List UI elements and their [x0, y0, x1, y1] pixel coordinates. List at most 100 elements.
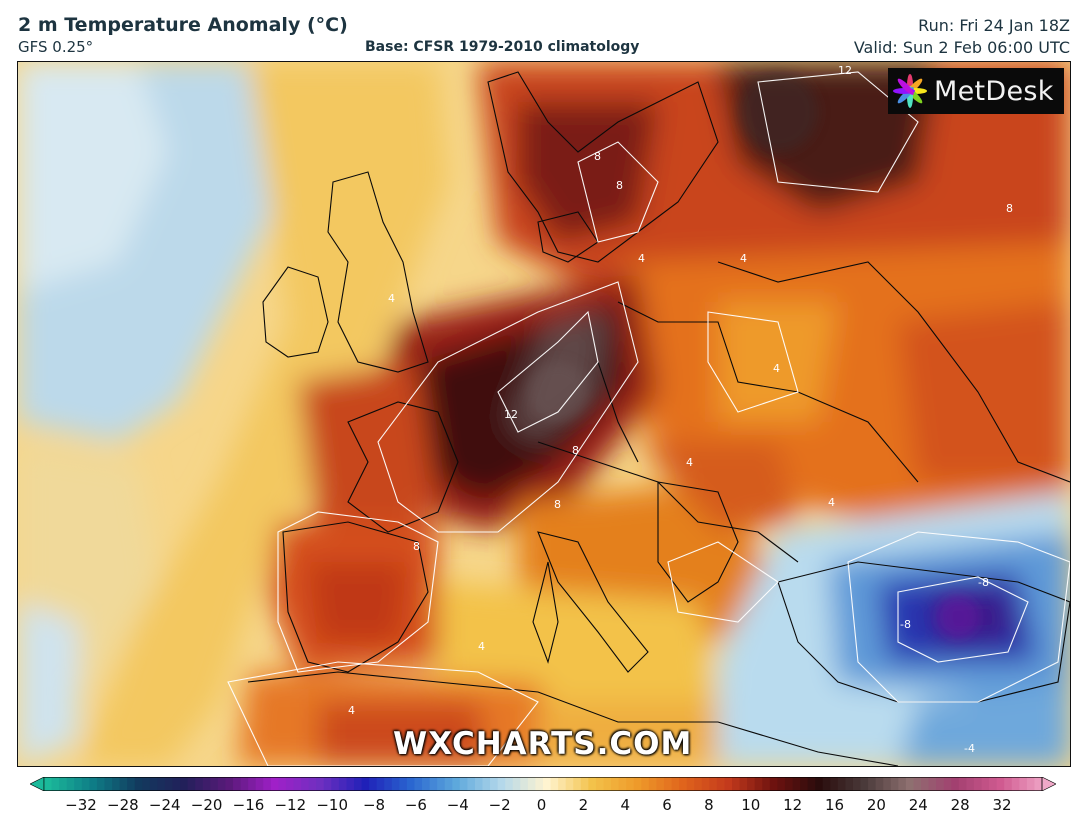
colorbar-segment [293, 777, 302, 791]
colorbar-segment [739, 777, 748, 791]
colorbar-segment [792, 777, 801, 791]
colorbar-segment [164, 777, 174, 791]
colorbar-segment [709, 777, 718, 791]
colorbar-segment [51, 777, 60, 791]
colorbar-segment [444, 777, 453, 791]
colorbar-segment [958, 777, 967, 791]
colorbar-segment [701, 777, 710, 791]
colorbar-segment [187, 777, 196, 791]
colorbar-segment [943, 777, 952, 791]
colorbar-tick-label: −32 [65, 796, 97, 814]
contour-label: 4 [686, 456, 693, 469]
colorbar-segment [845, 777, 854, 791]
colorbar-segment [104, 777, 113, 791]
contour-label: 4 [828, 496, 835, 509]
temperature-anomaly-map[interactable]: 12 8 8 4 4 12 8 8 4 4 4 8 -8 -8 4 -4 4 4… [17, 61, 1071, 767]
model-label: GFS 0.25° [18, 38, 94, 56]
colorbar-segment [497, 777, 506, 791]
colorbar-segment [671, 777, 680, 791]
colorbar-segment [74, 777, 83, 791]
colorbar-segment [852, 777, 862, 791]
colorbar-segment [112, 777, 121, 791]
contour-label: 4 [388, 292, 395, 305]
colorbar-segment [800, 777, 809, 791]
colorbar-segment [641, 777, 650, 791]
colorbar-segment [830, 777, 839, 791]
colorbar-segment [346, 777, 355, 791]
colorbar-segment [248, 777, 257, 791]
colorbar-segment [391, 777, 400, 791]
colorbar [30, 777, 1056, 791]
colorbar-segment [543, 777, 552, 791]
contour-label: -8 [978, 576, 989, 589]
contour-label: 8 [572, 444, 579, 457]
anomaly-contours [227, 71, 1070, 766]
colorbar-segment [769, 777, 778, 791]
contour-label: 4 [773, 362, 780, 375]
colorbar-segment [1019, 777, 1028, 791]
colorbar-ticks: −32 −28 −24 −20 −16 −12 −10 −8 −6 −4 −2 0 2 4 6 8 10 12 16… [0, 796, 1088, 820]
colorbar-segment [323, 777, 332, 791]
colorbar-segment [127, 777, 136, 791]
colorbar-segment [580, 777, 589, 791]
colorbar-tick-label: −6 [404, 796, 427, 814]
colorbar-segment [565, 777, 574, 791]
colorbar-segment [898, 777, 907, 791]
metdesk-logo: MetDesk [888, 68, 1064, 114]
colorbar-segment [535, 777, 544, 791]
colorbar-tick-label: −24 [148, 796, 181, 814]
colorbar-tick-label: 12 [783, 796, 803, 814]
colorbar-segment [376, 777, 385, 791]
colorbar-segment [966, 777, 975, 791]
colorbar-segment [837, 777, 847, 791]
colorbar-segment [868, 777, 877, 791]
colorbar-segment [59, 777, 68, 791]
contour-label: 8 [594, 150, 601, 163]
colorbar-segment [225, 777, 234, 791]
colorbar-tick-label: 10 [741, 796, 761, 814]
colorbar-segment [611, 777, 620, 791]
colorbar-tick-label: −20 [190, 796, 223, 814]
colorbar-segment [905, 777, 915, 791]
colorbar-tick-label: 24 [908, 796, 928, 814]
colorbar-segment [134, 777, 143, 791]
colorbar-tick-label: 20 [866, 796, 886, 814]
colorbar-tick-label: 6 [662, 796, 672, 814]
colorbar-segment [996, 777, 1005, 791]
colorbar-tick-label: 8 [704, 796, 714, 814]
colorbar-tick-label: −8 [362, 796, 386, 814]
coastlines [247, 71, 1070, 766]
colorbar-segment [595, 777, 605, 791]
logo-text: MetDesk [934, 75, 1054, 107]
colorbar-segment [527, 777, 537, 791]
colorbar-segment [724, 777, 733, 791]
colorbar-segment [754, 777, 763, 791]
colorbar-tick-label: 28 [950, 796, 970, 814]
flower-logo-icon [893, 74, 927, 108]
colorbar-segment [981, 777, 990, 791]
colorbar-segment [648, 777, 658, 791]
colorbar-segment [301, 777, 310, 791]
colorbar-tick-label: 32 [992, 796, 1012, 814]
watermark: WXCHARTS.COM [393, 726, 693, 762]
colorbar-segment [437, 777, 446, 791]
colorbar-segment [429, 777, 438, 791]
colorbar-segment [210, 777, 219, 791]
colorbar-segment [233, 777, 242, 791]
colorbar-segment [951, 777, 960, 791]
colorbar-min-arrow [30, 777, 45, 791]
colorbar-segment [338, 777, 348, 791]
colorbar-segment [633, 777, 642, 791]
colorbar-tick-label: −12 [274, 796, 307, 814]
colorbar-segment [474, 777, 484, 791]
colorbar-segment [777, 777, 786, 791]
colorbar-segment [762, 777, 771, 791]
colorbar-segment [361, 777, 370, 791]
colorbar-segment [860, 777, 869, 791]
colorbar-segment [467, 777, 476, 791]
colorbar-segment [732, 777, 741, 791]
colorbar-segment [89, 777, 98, 791]
colorbar-segment [202, 777, 211, 791]
colorbar-segment [1004, 777, 1013, 791]
colorbar-segment [663, 777, 673, 791]
